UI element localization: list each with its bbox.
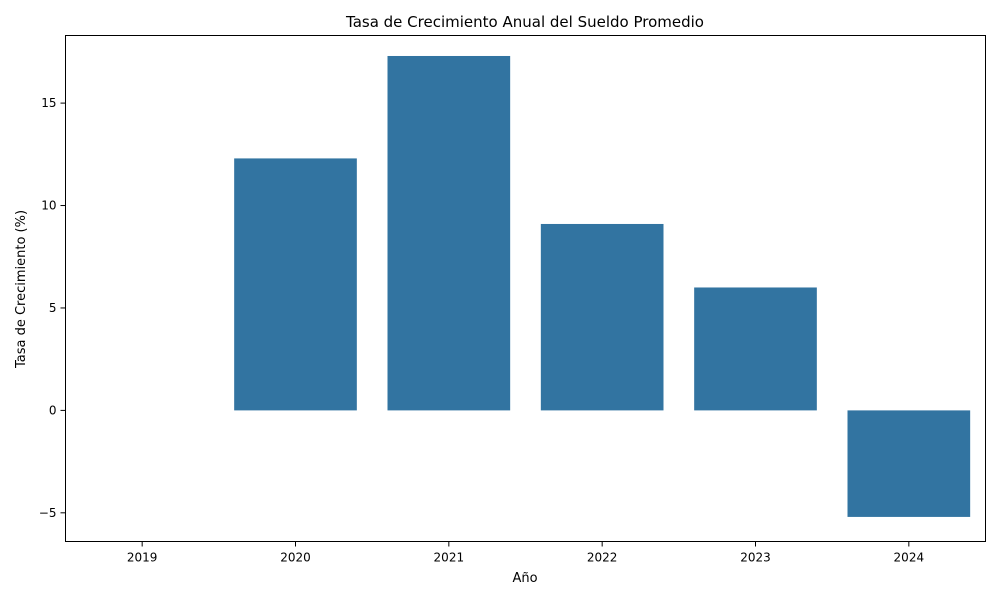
bar-2024 [847, 410, 971, 517]
y-axis-label: Tasa de Crecimiento (%) [14, 210, 29, 369]
x-tick-label-2021: 2021 [434, 551, 465, 565]
y-tick-label-5: 5 [49, 301, 57, 315]
x-axis-label: Año [512, 571, 537, 586]
bars-group [234, 55, 971, 517]
x-axis: 2019 2020 2021 2022 2023 2024 [127, 541, 925, 565]
x-tick-label-2020: 2020 [280, 551, 311, 565]
x-tick-label-2023: 2023 [740, 551, 771, 565]
bar-2020 [234, 158, 357, 411]
bar-2021 [387, 55, 511, 411]
y-tick-label-10: 10 [41, 199, 56, 213]
plot-frame [65, 35, 986, 542]
y-tick-label-0: 0 [49, 403, 57, 417]
chart-title: Tasa de Crecimiento Anual del Sueldo Pro… [345, 13, 704, 31]
x-tick-label-2024: 2024 [894, 551, 925, 565]
y-tick-label--5: −5 [39, 506, 57, 520]
y-axis: −5 0 5 10 15 [39, 96, 66, 520]
x-tick-label-2019: 2019 [127, 551, 158, 565]
x-tick-label-2022: 2022 [587, 551, 618, 565]
bar-2022 [540, 223, 664, 411]
y-tick-label-15: 15 [41, 96, 56, 110]
bar-2023 [694, 287, 817, 411]
